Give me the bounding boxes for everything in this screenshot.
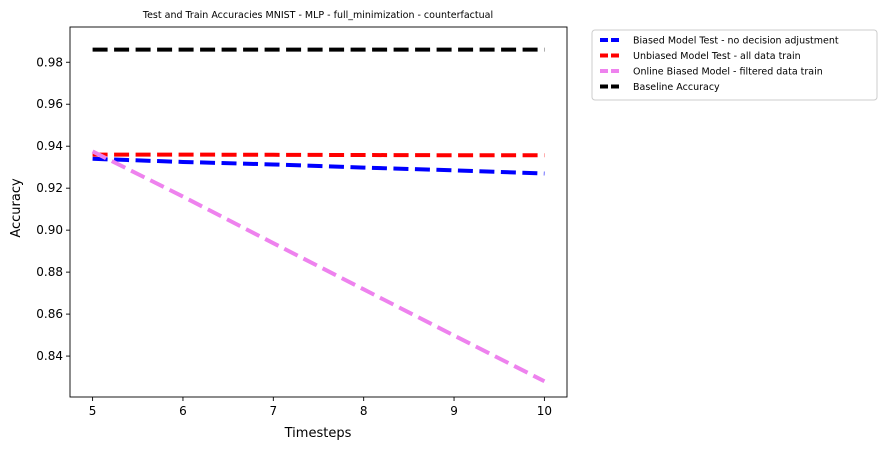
plot-area (69, 26, 568, 398)
x-tick-label-0: 5 (89, 404, 97, 418)
x-tick-label-4: 9 (450, 404, 458, 418)
y-tick-label-0: 0.84 (36, 349, 63, 363)
plot-frame (69, 26, 568, 398)
x-axis: 5 6 7 8 9 10 (89, 397, 552, 418)
legend-label-2: Online Biased Model - filtered data trai… (633, 67, 823, 78)
legend-label-0: Biased Model Test - no decision adjustme… (633, 36, 839, 47)
legend-frame (591, 29, 878, 101)
series-layer (91, 47, 546, 384)
x-axis-label: Timesteps (284, 426, 352, 441)
series-line-1 (92, 152, 545, 158)
x-tick-label-3: 8 (360, 404, 368, 418)
legend: Biased Model Test - no decision adjustme… (591, 29, 878, 101)
y-tick-label-6: 0.96 (36, 97, 63, 111)
y-tick-label-1: 0.86 (36, 307, 63, 321)
series-line-2 (91, 149, 546, 384)
x-tick-label-2: 7 (269, 404, 277, 418)
y-tick-label-3: 0.90 (36, 223, 63, 237)
y-axis: 0.84 0.86 0.88 0.90 0.92 0.94 0.96 0.98 (36, 55, 70, 363)
y-tick-label-5: 0.94 (36, 139, 63, 153)
y-axis-label: Accuracy (9, 178, 24, 238)
legend-label-1: Unbiased Model Test - all data train (633, 51, 801, 62)
y-tick-label-7: 0.98 (36, 55, 63, 69)
x-tick-label-1: 6 (179, 404, 187, 418)
x-tick-label-5: 10 (537, 404, 552, 418)
y-tick-label-2: 0.88 (36, 265, 63, 279)
series-line-0 (92, 156, 545, 176)
legend-label-3: Baseline Accuracy (633, 82, 720, 93)
y-tick-label-4: 0.92 (36, 181, 63, 195)
chart-title: Test and Train Accuracies MNIST - MLP - … (142, 10, 493, 21)
